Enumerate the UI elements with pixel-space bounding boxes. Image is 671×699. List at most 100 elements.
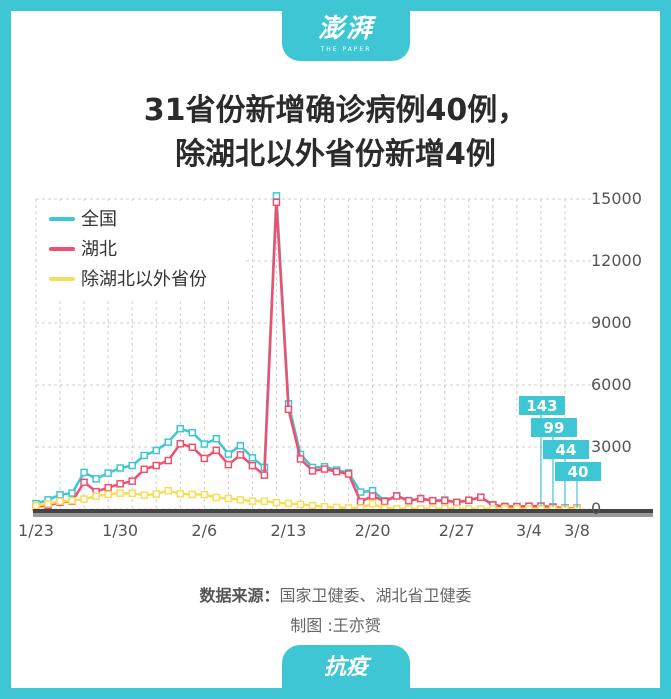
data-point: [248, 497, 257, 505]
data-point: [176, 490, 185, 498]
author-line: 制图 :王亦赟: [290, 616, 381, 635]
data-point: [32, 502, 40, 510]
data-point: [260, 497, 269, 505]
data-point: [152, 490, 160, 498]
data-point: [152, 461, 160, 470]
legend-label: 全国: [81, 209, 117, 230]
x-tick-label: 2/27: [439, 521, 475, 540]
data-point: [380, 497, 389, 506]
data-point: [428, 496, 437, 505]
data-point: [200, 490, 209, 499]
y-tick-label: 0: [591, 499, 601, 518]
data-point: [188, 428, 197, 437]
data-point: [128, 477, 136, 485]
source-label: 数据来源：: [199, 586, 280, 605]
data-point: [236, 451, 245, 459]
x-axis-shadow: [33, 513, 653, 517]
data-point: [441, 496, 449, 505]
legend-label: 除湖北以外省份: [81, 269, 207, 290]
data-point: [272, 192, 281, 200]
footer-tag[interactable]: 抗疫: [282, 645, 410, 688]
data-point: [248, 454, 257, 462]
data-point: [116, 480, 124, 488]
data-point: [356, 498, 365, 506]
data-point: [477, 493, 485, 501]
y-tick-label: 15000: [591, 189, 642, 208]
data-point: [224, 460, 233, 469]
data-point: [284, 499, 293, 508]
data-point: [212, 446, 221, 455]
data-point: [320, 502, 329, 511]
x-tick-label: 1/23: [18, 521, 54, 540]
data-point: [176, 440, 185, 448]
data-point: [152, 446, 160, 455]
x-axis-line: [33, 509, 653, 513]
data-point: [188, 443, 197, 452]
data-point: [308, 467, 317, 475]
x-tick-label: 3/4: [516, 521, 542, 540]
data-point: [284, 405, 293, 414]
data-point: [140, 465, 148, 474]
data-point: [453, 498, 461, 507]
data-point: [248, 461, 257, 470]
data-point: [56, 497, 64, 506]
annotation-box: [518, 396, 565, 415]
data-point: [116, 464, 124, 472]
data-point: [116, 489, 124, 498]
data-point: [236, 441, 245, 450]
data-point: [200, 440, 209, 448]
data-point: [128, 461, 136, 470]
data-point: [296, 455, 305, 463]
data-point: [344, 470, 353, 478]
brand-logo[interactable]: 澎湃 THE PAPER: [282, 11, 410, 61]
data-point: [188, 490, 197, 499]
annotation-box: [542, 440, 589, 459]
data-point: [104, 490, 112, 499]
annotations: 143 99 44 40: [518, 396, 601, 509]
x-tick-label: 2/13: [270, 521, 306, 540]
data-point: [104, 483, 112, 492]
data-point: [465, 496, 473, 505]
data-point: [44, 499, 52, 508]
y-tick-label: 6000: [591, 375, 632, 394]
annotation-label: 44: [556, 441, 577, 459]
series-line-1: [35, 201, 578, 510]
data-point: [392, 492, 401, 500]
data-point: [212, 435, 221, 443]
source-line: 数据来源：国家卫健委、湖北省卫健委: [11, 581, 660, 611]
data-point: [164, 438, 172, 446]
source-note: 数据来源：国家卫健委、湖北省卫健委 制图 :王亦赟: [11, 581, 660, 641]
data-point: [224, 450, 233, 458]
source-text: 国家卫健委、湖北省卫健委: [279, 586, 472, 605]
logo-text: 澎湃: [317, 14, 374, 44]
y-tick-label: 12000: [591, 251, 642, 270]
chart-card: 澎湃 THE PAPER 31省份新增确诊病例40例， 除湖北以外省份新增4例 …: [11, 11, 660, 688]
data-point: [296, 500, 305, 509]
data-point: [92, 475, 100, 483]
data-point: [140, 491, 148, 499]
data-point: [68, 497, 76, 505]
legend-label: 湖北: [81, 239, 117, 260]
title-line-1: 31省份新增确诊病例40例，: [143, 93, 528, 128]
series-line-2: [35, 489, 577, 511]
data-point: [272, 498, 281, 507]
data-point: [320, 465, 329, 473]
data-point: [80, 478, 88, 487]
data-point: [404, 497, 413, 505]
x-tick-label: 3/8: [564, 521, 590, 540]
data-point: [176, 424, 185, 433]
data-point: [368, 499, 377, 508]
data-point: [260, 471, 269, 479]
logo-subtext: THE PAPER: [320, 46, 372, 53]
data-point: [92, 492, 100, 500]
data-point: [56, 491, 64, 499]
x-tick-label: 2/20: [355, 521, 391, 540]
data-point: [308, 501, 317, 510]
data-point: [80, 495, 88, 503]
x-tick-label: 1/30: [102, 521, 138, 540]
data-point: [332, 467, 341, 476]
data-point: [104, 469, 112, 477]
data-point: [68, 489, 76, 497]
line-chart: 0 3000 6000 9000 12000 15000 1/23 1/30 2/6 2/13 2/…: [18, 189, 653, 540]
